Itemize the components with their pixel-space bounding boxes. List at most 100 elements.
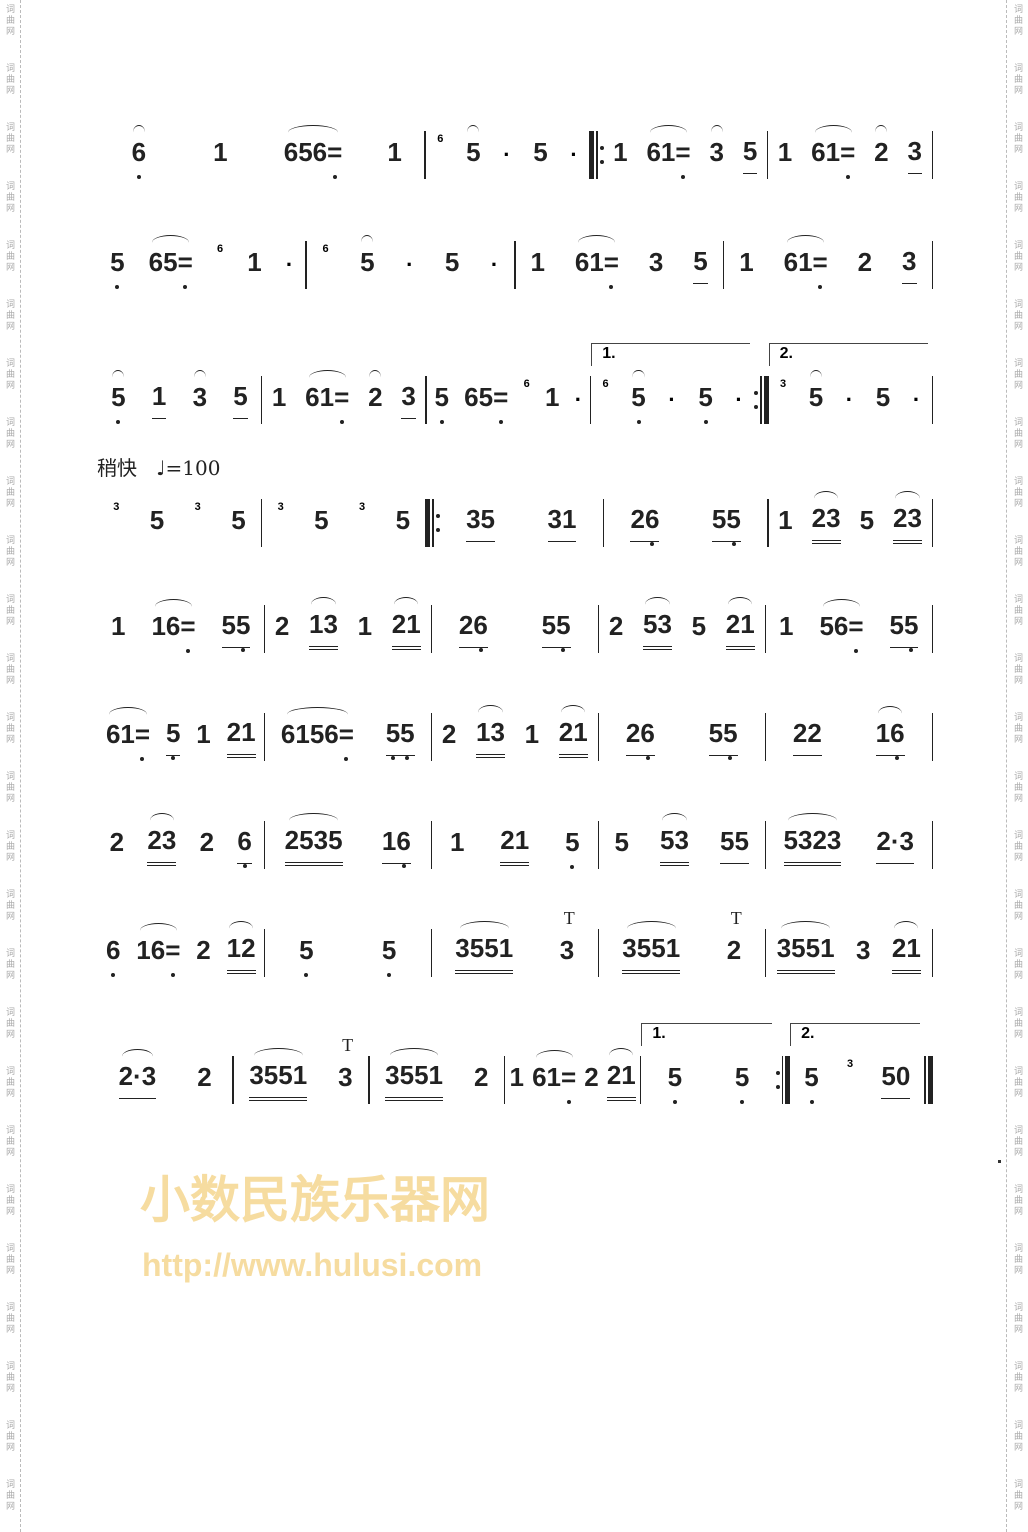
note: 5 [328,824,343,855]
grace-note: 6 [216,243,224,255]
measure-notes: 1 1 6 = 5 5 [98,598,264,653]
duration-dot: · [574,387,583,412]
note-group: 5 [565,827,580,869]
note: 1 [621,1059,636,1090]
note: 2 [368,381,383,412]
margin-text: 词曲网 [1012,240,1022,273]
note-group: 2 [110,827,124,864]
note: 5 [819,610,834,641]
staff-line: 5 6 5 = 6 1 · 6 5 · 5 · 1 6 1 = 3 5 1 6 1 = 2 3 [98,230,933,300]
margin-text: 词曲网 [4,594,14,627]
left-margin-watermark: 词曲网 词曲网 词曲网 词曲网 词曲网 词曲网 词曲网 词曲网 词曲网 词曲网 词曲网 词曲网 词曲网词… [2,0,16,1532]
barline [305,241,307,289]
barline [597,821,599,869]
volta-bracket: 2. [790,1023,921,1046]
note-group: 5 [533,137,547,174]
note: = [848,610,864,653]
tempo-marking: 稍快 ♩=100 [97,456,220,480]
margin-text: 词曲网 [1012,358,1022,391]
note: 3 [907,502,922,533]
note: 6 [283,136,299,167]
margin-text: 词曲网 [4,1479,14,1512]
note: 5 [660,824,675,855]
note: 1 [226,932,242,963]
grace-note: 6 [322,243,329,255]
note: 2 [625,718,641,748]
note: 2 [876,826,891,856]
note: 1 [798,246,813,277]
note: 1 [213,136,228,167]
note: 3 [776,932,792,963]
note: 2 [441,718,457,749]
note-group: 6 [132,124,146,179]
note: 5 [299,824,314,855]
measure: 3 5 3 5 [98,488,261,558]
note: 5 [726,504,741,546]
note: 1 [406,608,421,639]
note: 1 [546,1061,561,1092]
note-group: 6 1 = [811,124,855,179]
note: 5 [278,1059,293,1090]
margin-text: 词曲网 [1012,594,1022,627]
margin-text: 词曲网 [1012,417,1022,450]
measure-notes: 6 1 6 = 2 1 2 [98,920,264,977]
note-group: 5 [668,1062,682,1104]
measure: 2. 5 3 5 0 [790,1023,924,1115]
margin-text: 词曲网 [4,240,14,273]
note-group: 1 [358,611,372,648]
note: 2 [811,502,827,533]
note: 2 [199,826,215,857]
barline [503,1056,506,1104]
note: 1 [906,932,921,963]
note-group: 5 [876,382,890,419]
note: 5 [163,246,178,277]
margin-text: 词曲网 [1012,1007,1022,1040]
note-group: 1 [530,247,544,284]
note: 1 [292,1059,308,1090]
measure: 6 1 = 5 1 2 1 [98,702,264,772]
note: 1 [665,932,681,963]
note-group: 1 [387,137,401,174]
note-group: 1 [779,611,793,648]
note: 5 [414,1059,429,1090]
note-group: 1 [510,1062,524,1099]
note: 5 [309,718,325,749]
margin-text: 词曲网 [4,1302,14,1335]
margin-text: 词曲网 [4,122,14,155]
barline [764,821,766,869]
measure: 1. 5 5 [641,1023,775,1115]
note: = [165,934,181,977]
note: 1 [875,718,891,748]
margin-text: 词曲网 [1012,712,1022,745]
measure-notes: 1 6 1 = 2 3 [724,234,931,289]
note-group: 6 1 = [106,706,150,761]
measure: 6 1 5 6 = 5 5 [265,702,431,772]
note-group: 2 [609,611,623,648]
measure-notes: 6 5 · 5 · [307,234,514,284]
watermark-url: http://www.hulusi.com [142,1247,483,1283]
note: 6 [464,381,479,412]
note: 2 [725,608,741,639]
barline [931,713,933,761]
tempo-mark: ♩=100 [156,456,221,480]
grace-note: 6 [602,378,609,390]
note: 5 [434,381,449,424]
